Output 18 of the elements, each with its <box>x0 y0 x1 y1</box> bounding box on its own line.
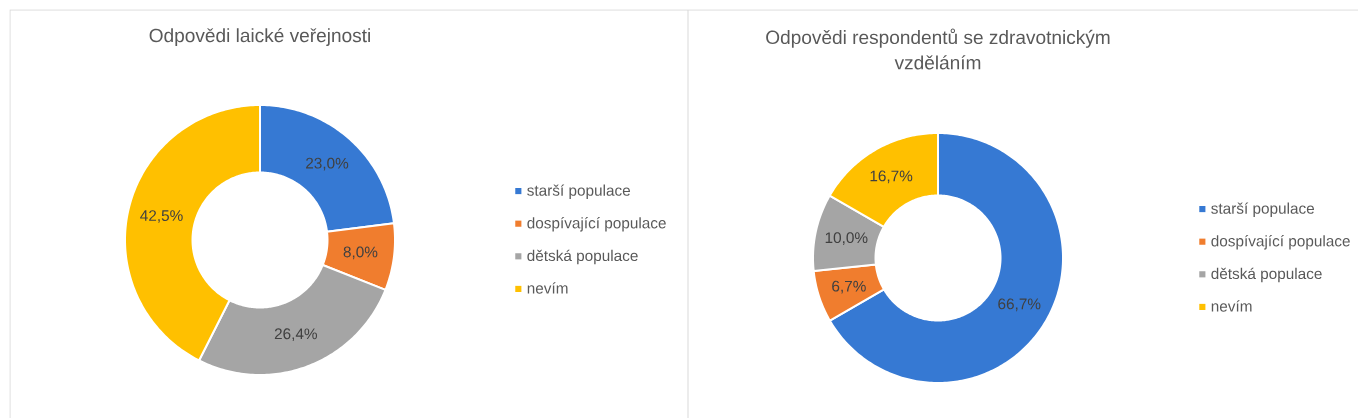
data-label: 8,0% <box>343 246 378 260</box>
legend-label: dětská populace <box>527 249 638 265</box>
data-label: 10,0% <box>825 232 868 245</box>
data-label: 6,7% <box>832 280 866 294</box>
data-label: 42,5% <box>140 210 183 223</box>
data-label: 23,0% <box>306 157 349 171</box>
legend-label: nevím <box>527 282 568 294</box>
data-label: 16,7% <box>870 170 913 184</box>
legend-label: starší populace <box>1211 202 1315 217</box>
legend-label: dospívající populace <box>1211 235 1350 250</box>
data-label: 66,7% <box>998 298 1041 312</box>
data-label: 26,4% <box>274 328 318 342</box>
chart-title: Odpovědi laické veřejnosti <box>149 27 370 46</box>
legend-label: nevím <box>1211 300 1252 312</box>
legend-label: starší populace <box>527 184 631 199</box>
legend-label: dětská populace <box>1211 267 1322 283</box>
legend-label: dospívající populace <box>527 217 666 232</box>
chart-title: Odpovědi respondentů se zdravotnickým vzděláním <box>766 28 1110 70</box>
